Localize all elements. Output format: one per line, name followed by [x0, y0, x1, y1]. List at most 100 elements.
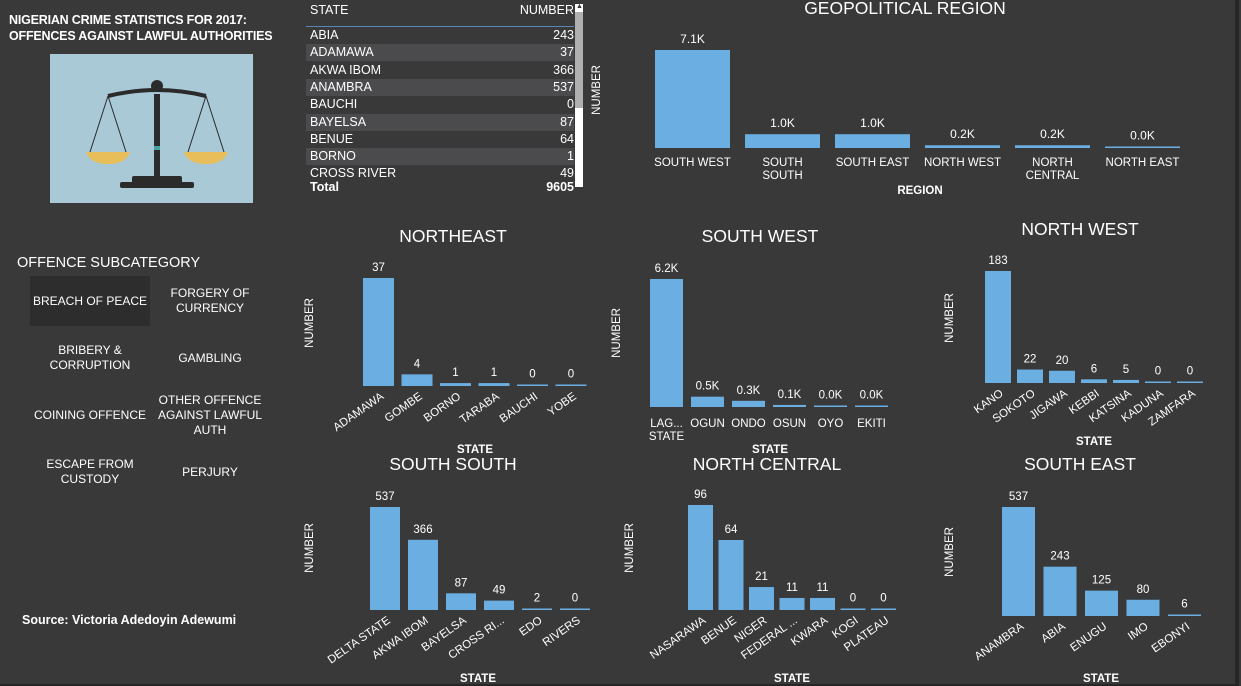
northcentral-bar[interactable] — [718, 540, 744, 610]
southwest-bar[interactable] — [650, 279, 683, 407]
table-row[interactable]: AKWA IBOM 366 — [306, 61, 574, 79]
slicer-item[interactable]: OTHER OFFENCE AGAINST LAWFUL AUTH — [157, 392, 263, 437]
slicer-item[interactable]: COINING OFFENCE — [33, 407, 146, 422]
southeast-bar[interactable] — [1168, 614, 1201, 617]
table-row[interactable]: BORNO 1 — [306, 148, 574, 166]
northcentral-bar[interactable] — [779, 597, 805, 610]
northwest-bar[interactable] — [1145, 381, 1171, 384]
geo-tick-label: NORTH WEST — [924, 157, 1001, 169]
state-cell: CROSS RIVER — [310, 166, 397, 181]
northeast-data-label: 0 — [568, 369, 574, 381]
northcentral-bar[interactable] — [810, 597, 835, 610]
southwest-bar[interactable] — [773, 404, 806, 407]
table-row[interactable]: CROSS RIVER 49 — [306, 165, 574, 183]
southwest-bar[interactable] — [814, 405, 847, 408]
northeast-bar[interactable] — [555, 384, 587, 387]
northeast-x-axis-label: STATE — [457, 444, 493, 456]
northeast-bar[interactable] — [440, 383, 471, 386]
northwest-data-label: 5 — [1123, 364, 1129, 376]
northwest-bar[interactable] — [985, 271, 1011, 383]
southsouth-bar[interactable] — [484, 600, 514, 610]
southeast-y-axis-label: NUMBER — [944, 527, 956, 577]
geo-tick-label: NORTH EAST — [1106, 157, 1180, 169]
geo-chart-title: GEOPOLITICAL REGION — [804, 0, 1006, 18]
geo-bar[interactable] — [835, 134, 910, 148]
southsouth-tick-label: DELTA STATE — [326, 614, 393, 666]
table-scrollbar-thumb[interactable] — [575, 12, 583, 108]
southwest-tick-label: OYO — [818, 418, 844, 430]
total-value: 9605 — [546, 180, 574, 194]
northeast-data-label: 0 — [529, 369, 535, 381]
table-row[interactable]: ADAMAWA 37 — [306, 44, 574, 62]
southeast-bar[interactable] — [1043, 566, 1077, 616]
table-row[interactable]: ANAMBRA 537 — [306, 78, 574, 96]
header-divider — [306, 26, 574, 27]
scroll-up-arrow-icon[interactable]: ▲ — [576, 3, 583, 10]
southwest-bar[interactable] — [855, 405, 888, 408]
slicer-item[interactable]: BRIBERY & CORRUPTION — [49, 343, 131, 372]
southwest-y-axis-label: NUMBER — [611, 308, 623, 358]
northeast-tick-label: YOBE — [546, 390, 579, 418]
northeast-chart-title: NORTHEAST — [399, 226, 507, 246]
northcentral-data-label: 21 — [755, 571, 768, 583]
geo-bar[interactable] — [655, 50, 730, 148]
table-row[interactable]: ABIA 243 — [306, 27, 574, 44]
slicer-item[interactable]: BREACH OF PEACE — [30, 276, 150, 326]
northwest-bar[interactable] — [1049, 370, 1075, 383]
slicer-item[interactable]: FORGERY OF CURRENCY — [170, 286, 250, 315]
report-title: NIGERIAN CRIME STATISTICS FOR 2017: OFFE… — [9, 13, 273, 43]
geo-bar[interactable] — [925, 145, 1000, 148]
southsouth-bar[interactable] — [522, 608, 552, 611]
northcentral-bar[interactable] — [871, 608, 896, 611]
slicer-item[interactable]: ESCAPE FROM CUSTODY — [46, 457, 134, 486]
northcentral-bar[interactable] — [840, 608, 866, 611]
northcentral-bar[interactable] — [749, 587, 774, 610]
northcentral-tick-label: BENUE — [699, 614, 739, 647]
number-cell: 49 — [560, 166, 574, 181]
southsouth-bar[interactable] — [370, 507, 400, 610]
number-cell: 1 — [567, 149, 574, 164]
southeast-bar[interactable] — [1126, 599, 1160, 616]
state-cell: BENUE — [310, 131, 354, 146]
southwest-tick-label: EKITI — [857, 418, 886, 430]
geo-data-label: 0.0K — [1130, 129, 1155, 143]
northwest-bar[interactable] — [1177, 381, 1203, 384]
northeast-bar[interactable] — [517, 384, 548, 387]
southwest-bar[interactable] — [691, 396, 724, 407]
southwest-data-label: 0.0K — [819, 390, 843, 402]
table-row[interactable]: BAUCHI 0 — [306, 96, 574, 114]
state-column-header[interactable]: STATE — [310, 3, 349, 17]
southwest-tick-label: ONDO — [731, 418, 766, 430]
number-column-header[interactable]: NUMBER — [519, 3, 574, 17]
northeast-bar[interactable] — [401, 374, 433, 386]
southsouth-bar[interactable] — [446, 593, 476, 610]
table-row[interactable]: BENUE 64 — [306, 130, 574, 148]
southwest-bar[interactable] — [732, 400, 765, 407]
southwest-x-axis-label: STATE — [752, 444, 788, 456]
number-cell: 537 — [553, 79, 574, 94]
northcentral-bar[interactable] — [688, 505, 713, 610]
southeast-chart-title: SOUTH EAST — [1024, 454, 1136, 474]
northeast-bar[interactable] — [478, 383, 510, 386]
southeast-bar[interactable] — [1085, 590, 1118, 616]
source-credit: Source: Victoria Adedoyin Adewumi — [22, 613, 237, 627]
southeast-bar[interactable] — [1002, 507, 1035, 616]
geo-bar[interactable] — [1015, 145, 1090, 148]
geo-bar[interactable] — [745, 134, 820, 148]
northwest-bar[interactable] — [1113, 379, 1139, 383]
northeast-bar[interactable] — [363, 278, 394, 386]
southsouth-bar[interactable] — [408, 539, 438, 610]
table-row[interactable]: BAYELSA 87 — [306, 113, 574, 131]
slicer-item[interactable]: GAMBLING — [178, 350, 242, 365]
slicer-item[interactable]: PERJURY — [182, 464, 238, 479]
scales-of-justice-image — [50, 54, 253, 203]
geo-tick-label: CENTRAL — [1026, 170, 1080, 182]
northwest-data-label: 20 — [1056, 355, 1069, 367]
northwest-bar[interactable] — [1017, 369, 1043, 383]
geo-bar[interactable] — [1105, 146, 1180, 149]
northcentral-data-label: 64 — [725, 524, 738, 536]
southsouth-bar[interactable] — [560, 608, 590, 611]
northwest-bar[interactable] — [1081, 379, 1107, 383]
